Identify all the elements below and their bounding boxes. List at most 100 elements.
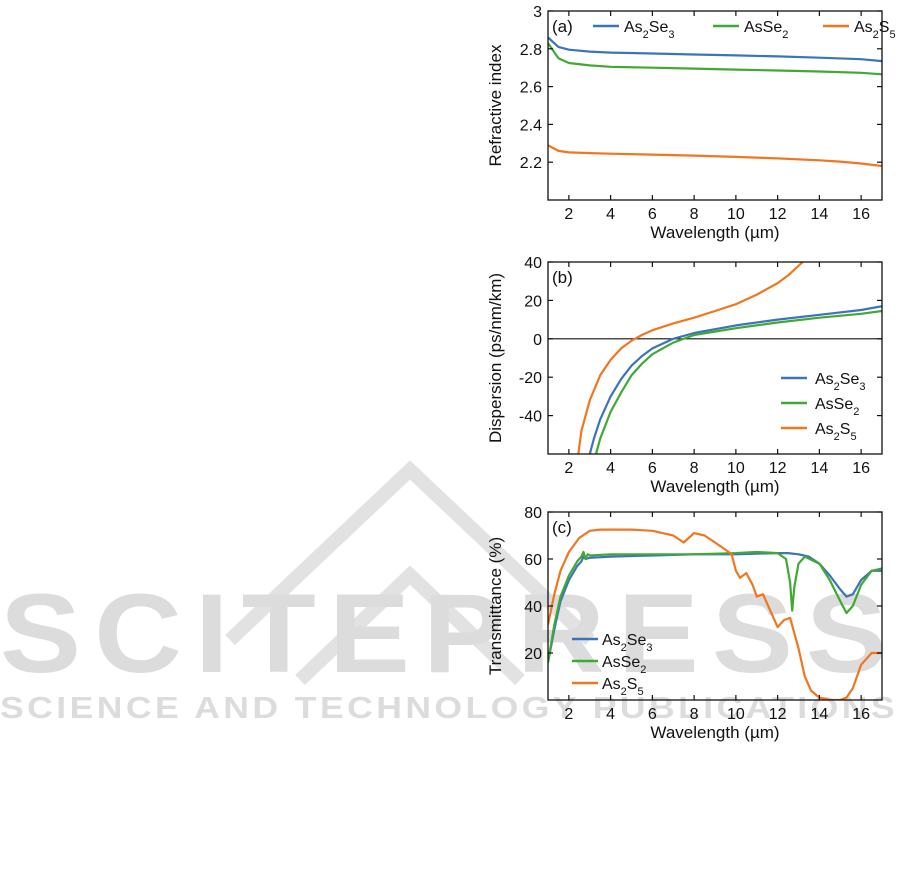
legend-text-part: Se	[621, 654, 641, 671]
series-line-As2S5	[577, 262, 804, 454]
y-tick-label: 2.2	[520, 155, 542, 172]
legend-text-part: Se	[649, 19, 669, 36]
legend-text-part: As	[602, 654, 621, 671]
legend-text-part: Se	[627, 632, 647, 649]
legend-subscript: 2	[834, 431, 840, 443]
plot-frame	[547, 261, 883, 455]
plot-frame	[547, 511, 883, 701]
x-tick-label: 2	[564, 706, 573, 723]
series-line-AsSe2	[594, 309, 882, 454]
x-tick-label: 16	[852, 460, 870, 477]
x-tick-label: 4	[606, 460, 615, 477]
y-axis-label: Dispersion (ps/nm/km)	[486, 273, 505, 443]
y-axis-label: Transmittance (%)	[486, 537, 505, 675]
x-tick-label: 10	[727, 460, 745, 477]
x-tick-label: 6	[648, 706, 657, 723]
watermark-shape	[225, 460, 595, 686]
series-line-AsSe2	[548, 550, 882, 663]
legend-subscript: 5	[637, 686, 643, 698]
series-group	[577, 262, 882, 454]
legend-subscript: 2	[621, 642, 627, 654]
y-tick-label: 40	[524, 255, 542, 272]
legend-subscript: 5	[850, 431, 856, 443]
legend-label-As2S5: As2S5	[815, 421, 857, 443]
x-tick-label: 6	[648, 206, 657, 223]
y-tick-label: 80	[524, 505, 542, 522]
legend-subscript: 2	[640, 664, 646, 676]
legend-text-part: As	[854, 19, 873, 36]
legend-subscript: 2	[643, 29, 649, 41]
legend-text-part: As	[602, 676, 621, 693]
x-tick-label: 12	[769, 460, 787, 477]
x-tick-label: 8	[690, 460, 699, 477]
panel-label: (a)	[552, 17, 573, 36]
y-tick-label: -40	[519, 409, 542, 426]
x-tick-label: 14	[810, 206, 828, 223]
legend-text-part: As	[815, 396, 834, 413]
panel-label: (b)	[552, 268, 573, 287]
watermark-sub-text: SCIENCE AND TECHNOLOGY PUBLICATIONS	[0, 690, 898, 725]
y-tick-label: 20	[524, 293, 542, 310]
x-tick-label: 4	[606, 206, 615, 223]
legend-text-part: Se	[763, 19, 783, 36]
y-tick-label: 2.8	[520, 42, 542, 59]
legend-label-As2Se3: As2Se3	[624, 19, 675, 41]
legend-text-part: S	[879, 19, 890, 36]
y-tick-label: 60	[524, 552, 542, 569]
legend-label-As2S5: As2S5	[854, 19, 896, 41]
legend-subscript: 2	[873, 29, 879, 41]
series-line-As2S5	[548, 144, 882, 168]
panel-label: (c)	[552, 518, 572, 537]
plot-frame	[547, 10, 883, 201]
legend-subscript: 3	[859, 381, 865, 393]
series-line-As2Se3	[548, 552, 882, 663]
legend-text-part: S	[840, 421, 851, 438]
x-tick-label: 14	[810, 460, 828, 477]
series-group	[548, 36, 882, 168]
x-tick-label: 8	[690, 206, 699, 223]
legend-subscript: 2	[782, 29, 788, 41]
legend-text-part: S	[627, 676, 638, 693]
x-tick-label: 10	[727, 706, 745, 723]
x-axis-label: Wavelength (µm)	[650, 477, 779, 496]
x-tick-label: 2	[564, 206, 573, 223]
y-tick-label: 20	[524, 646, 542, 663]
y-tick-label: 0	[533, 332, 542, 349]
x-tick-label: 2	[564, 460, 573, 477]
legend-text-part: As	[744, 19, 763, 36]
x-tick-label: 8	[690, 706, 699, 723]
y-tick-label: 2.4	[520, 117, 542, 134]
legend-label-As2Se3: As2Se3	[815, 371, 866, 393]
series-group	[548, 528, 882, 700]
legend-subscript: 2	[834, 381, 840, 393]
y-tick-label: -20	[519, 370, 542, 387]
y-tick-label: 40	[524, 599, 542, 616]
x-tick-label: 14	[810, 706, 828, 723]
y-axis-label: Refractive index	[486, 44, 505, 166]
series-line-As2Se3	[548, 36, 882, 63]
legend-text-part: Se	[834, 396, 854, 413]
legend-text-part: As	[815, 371, 834, 388]
x-axis-label: Wavelength (µm)	[650, 723, 779, 742]
x-tick-label: 12	[769, 706, 787, 723]
x-tick-label: 10	[727, 206, 745, 223]
watermark-chevron-shape	[225, 460, 595, 646]
legend-label-As2S5: As2S5	[602, 676, 644, 698]
x-axis-label: Wavelength (µm)	[650, 223, 779, 242]
legend-text-part: As	[602, 632, 621, 649]
legend-label-AsSe2: AsSe2	[815, 396, 859, 418]
legend-subscript: 3	[668, 29, 674, 41]
x-tick-label: 16	[852, 706, 870, 723]
legend-subscript: 2	[853, 406, 859, 418]
x-tick-label: 12	[769, 206, 787, 223]
watermark-chevron-shape-lower	[295, 565, 525, 686]
legend-label-AsSe2: AsSe2	[744, 19, 788, 41]
series-line-AsSe2	[548, 42, 882, 76]
legend-text-part: As	[624, 19, 643, 36]
